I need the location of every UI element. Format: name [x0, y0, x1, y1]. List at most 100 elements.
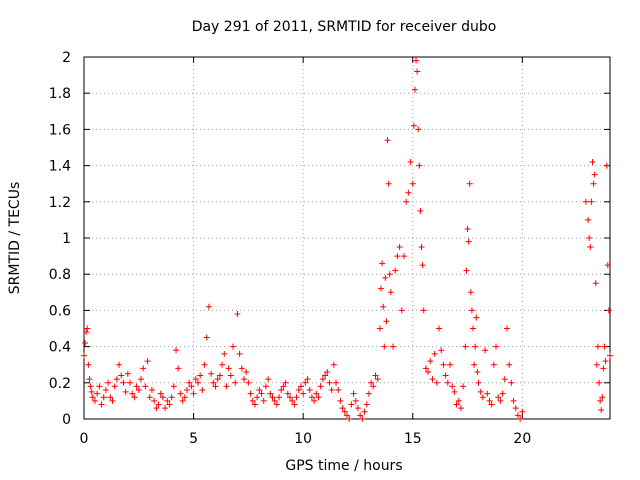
data-point: [475, 379, 482, 386]
data-point: [495, 394, 502, 401]
data-point: [173, 347, 180, 354]
data-point: [157, 390, 164, 397]
data-point: [497, 397, 504, 404]
data-point: [317, 383, 324, 390]
data-point: [484, 390, 491, 397]
data-point: [422, 365, 429, 372]
data-point: [179, 397, 186, 404]
data-point: [221, 350, 228, 357]
data-point: [589, 158, 596, 165]
data-point: [293, 394, 300, 401]
data-point: [116, 361, 123, 368]
data-point: [503, 325, 510, 332]
data-point: [306, 387, 313, 394]
data-point: [273, 401, 280, 408]
data-point: [199, 387, 206, 394]
data-point: [590, 180, 597, 187]
data-point: [335, 387, 342, 394]
data-point: [592, 280, 599, 287]
data-point: [256, 387, 263, 394]
data-point: [416, 162, 423, 169]
data-point: [596, 379, 603, 386]
data-point: [284, 390, 291, 397]
data-point: [124, 370, 131, 377]
data-point: [212, 383, 219, 390]
data-point: [240, 376, 247, 383]
data-point: [262, 383, 269, 390]
data-point: [370, 383, 377, 390]
data-point: [295, 387, 302, 394]
data-point: [322, 372, 329, 379]
data-point: [105, 379, 112, 386]
data-point: [453, 401, 460, 408]
data-point: [88, 388, 95, 395]
data-point: [113, 376, 120, 383]
data-point: [142, 383, 149, 390]
data-point: [436, 325, 443, 332]
y-axis-label: SRMTID / TECUs: [7, 182, 23, 295]
data-point: [488, 401, 495, 408]
data-point: [232, 379, 239, 386]
data-point: [499, 390, 506, 397]
plot-frame: [83, 56, 611, 420]
data-point: [346, 416, 353, 422]
data-point: [81, 352, 87, 359]
data-point: [465, 238, 472, 245]
data-point: [501, 376, 508, 383]
data-point: [466, 180, 473, 187]
data-point: [337, 397, 344, 404]
data-point: [203, 334, 210, 341]
data-point: [324, 368, 331, 375]
data-point: [297, 383, 304, 390]
x-tick-label: 0: [80, 431, 89, 447]
data-point: [587, 244, 594, 251]
data-point: [308, 394, 315, 401]
data-point: [477, 388, 484, 395]
data-point: [447, 361, 454, 368]
data-point: [127, 379, 134, 386]
data-point: [166, 401, 173, 408]
data-point: [506, 361, 513, 368]
data-point: [467, 289, 474, 296]
data-point: [243, 368, 250, 375]
data-point: [282, 379, 289, 386]
y-tick-label: 1.4: [49, 159, 71, 175]
data-point: [414, 68, 421, 75]
data-point: [148, 387, 155, 394]
data-point: [387, 289, 394, 296]
data-point: [474, 368, 481, 375]
data-point: [471, 361, 478, 368]
data-point: [359, 416, 366, 422]
data-point: [352, 397, 359, 404]
data-point: [175, 365, 182, 372]
data-point: [417, 207, 424, 214]
data-point: [348, 401, 355, 408]
data-point: [464, 225, 471, 232]
data-point: [137, 376, 144, 383]
data-point: [420, 307, 427, 314]
data-point: [271, 397, 278, 404]
data-point: [400, 253, 407, 260]
y-tick-label: 2: [62, 50, 71, 66]
data-point: [289, 397, 296, 404]
data-point: [339, 405, 346, 412]
data-point: [201, 361, 208, 368]
data-points: [81, 57, 613, 422]
data-point: [512, 405, 519, 412]
data-point: [236, 350, 243, 357]
data-point: [425, 368, 432, 375]
data-point: [482, 347, 489, 354]
y-tick-label: 1.6: [49, 122, 71, 138]
data-point: [600, 365, 607, 372]
data-point: [230, 343, 237, 350]
data-point: [403, 198, 410, 205]
data-point: [431, 350, 438, 357]
data-point: [386, 271, 393, 278]
data-point: [162, 405, 169, 412]
data-point: [601, 343, 608, 350]
data-point: [315, 394, 322, 401]
data-point: [361, 408, 368, 415]
data-point: [442, 372, 449, 379]
data-point: [234, 311, 241, 318]
data-point: [344, 412, 350, 419]
